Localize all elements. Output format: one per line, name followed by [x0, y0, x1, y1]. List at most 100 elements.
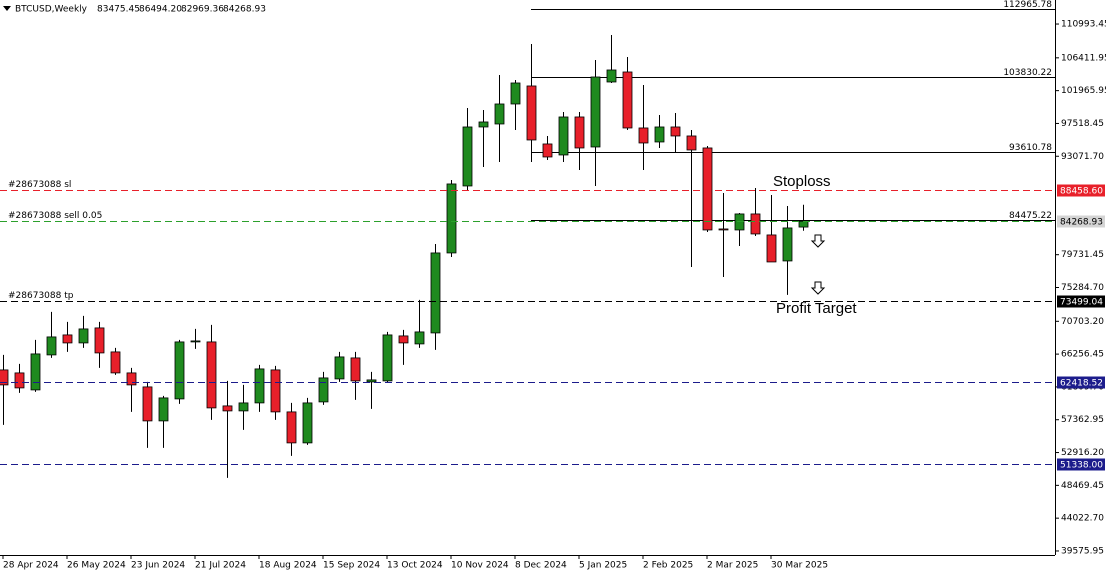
- candle-body: [110, 351, 121, 374]
- candle-body: [478, 121, 489, 128]
- down-arrow-icon: [810, 281, 826, 295]
- y-tick-label: 39575.95: [1061, 546, 1104, 556]
- candle-body: [430, 252, 441, 334]
- x-tick-label: 26 May 2024: [67, 561, 126, 571]
- header-value: 83475.45: [97, 5, 140, 15]
- x-tick-label: 8 Dec 2024: [515, 561, 567, 571]
- y-tick-label: 97518.45: [1061, 119, 1104, 129]
- order-level-label: #28673088 tp: [8, 291, 74, 301]
- x-tick-label: 30 Mar 2025: [771, 561, 828, 571]
- candle-body: [542, 143, 553, 158]
- down-arrow-icon: [810, 234, 826, 248]
- annotation: Profit Target: [776, 300, 857, 317]
- candle-body: [494, 103, 505, 125]
- candle-body: [782, 227, 793, 262]
- candle-body: [350, 357, 361, 382]
- x-tick-label: 15 Sep 2024: [323, 561, 380, 571]
- price-box-label: 73499.04: [1060, 298, 1103, 308]
- price-box: [1057, 376, 1105, 389]
- x-tick-label: 5 Jan 2025: [579, 561, 627, 571]
- candle-body: [318, 377, 329, 403]
- x-tick-label: 2 Mar 2025: [707, 561, 758, 571]
- price-box: [1057, 215, 1105, 228]
- candle-body: [638, 127, 649, 144]
- price-line-label: 84475.22: [1009, 211, 1052, 221]
- collapse-icon: [3, 6, 11, 11]
- y-tick-label: 93071.70: [1061, 152, 1104, 162]
- candle-body: [558, 116, 569, 156]
- candle-body: [702, 147, 713, 231]
- y-tick-label: 79731.45: [1061, 250, 1104, 260]
- candle-body: [78, 328, 89, 344]
- candle-body: [30, 353, 41, 391]
- candle-body: [46, 336, 57, 356]
- y-tick-label: 48469.45: [1061, 481, 1104, 491]
- candle-body: [190, 340, 201, 343]
- annotation: Stoploss: [773, 173, 831, 190]
- candle-body: [62, 334, 73, 344]
- x-tick-label: 23 Jun 2024: [131, 561, 185, 571]
- price-box: [1057, 295, 1105, 308]
- candle-body: [574, 116, 585, 149]
- x-tick-label: 21 Jul 2024: [195, 561, 246, 571]
- price-box-label: 51338.00: [1060, 461, 1103, 471]
- candle-body: [526, 85, 537, 141]
- candle-body: [670, 126, 681, 137]
- candle-body: [334, 356, 345, 380]
- candle-body: [414, 331, 425, 345]
- candle-body: [142, 386, 153, 422]
- candle-body: [286, 411, 297, 444]
- candle-body: [158, 397, 169, 422]
- candle-body: [766, 234, 777, 263]
- y-tick-label: 75284.70: [1061, 283, 1104, 293]
- y-tick-label: 106411.95: [1061, 53, 1106, 63]
- price-line-label: 112965.78: [1003, 0, 1052, 10]
- candle-body: [622, 71, 633, 129]
- candle-body: [254, 368, 265, 404]
- candle-body: [238, 402, 249, 412]
- y-tick-label: 44022.70: [1061, 514, 1104, 524]
- candle-body: [686, 135, 697, 151]
- candle-body: [606, 69, 617, 83]
- x-tick-label: 10 Nov 2024: [451, 561, 509, 571]
- price-line-label: 93610.78: [1009, 143, 1052, 153]
- price-box: [1057, 184, 1105, 197]
- candle-body: [446, 183, 457, 254]
- candle-body: [366, 379, 377, 383]
- candle-body: [14, 372, 25, 389]
- price-box-label: 62418.52: [1060, 379, 1103, 389]
- y-tick-label: 52916.20: [1061, 448, 1104, 458]
- y-tick-label: 110993.45: [1061, 20, 1106, 30]
- header-value: 82969.36: [181, 5, 224, 15]
- candle-body: [590, 76, 601, 148]
- price-box: [1057, 458, 1105, 471]
- candle-body: [750, 213, 761, 235]
- candle-body: [718, 228, 729, 231]
- order-level-label: #28673088 sl: [8, 180, 71, 190]
- x-tick-label: 2 Feb 2025: [643, 561, 693, 571]
- y-tick-label: 70703.20: [1061, 317, 1104, 327]
- candle-body: [302, 402, 313, 444]
- order-level-label: #28673088 sell 0.05: [8, 211, 102, 221]
- y-tick-label: 66256.45: [1061, 350, 1104, 360]
- candle-body: [174, 341, 185, 400]
- candle-body: [0, 369, 9, 386]
- price-line-label: 103830.22: [1003, 68, 1052, 78]
- candle-body: [270, 369, 281, 413]
- candle-body: [126, 372, 137, 386]
- candle-body: [398, 335, 409, 344]
- y-tick-label: 57362.95: [1061, 415, 1104, 425]
- candle-body: [222, 405, 233, 412]
- header-value: 86494.20: [139, 5, 182, 15]
- candle-body: [654, 126, 665, 143]
- candle-body: [462, 126, 473, 187]
- x-tick-label: 13 Oct 2024: [387, 561, 443, 571]
- candle-body: [206, 341, 217, 409]
- x-tick-label: 18 Aug 2024: [259, 561, 317, 571]
- header-value: 84268.93: [223, 5, 266, 15]
- x-tick-label: 28 Apr 2024: [3, 561, 59, 571]
